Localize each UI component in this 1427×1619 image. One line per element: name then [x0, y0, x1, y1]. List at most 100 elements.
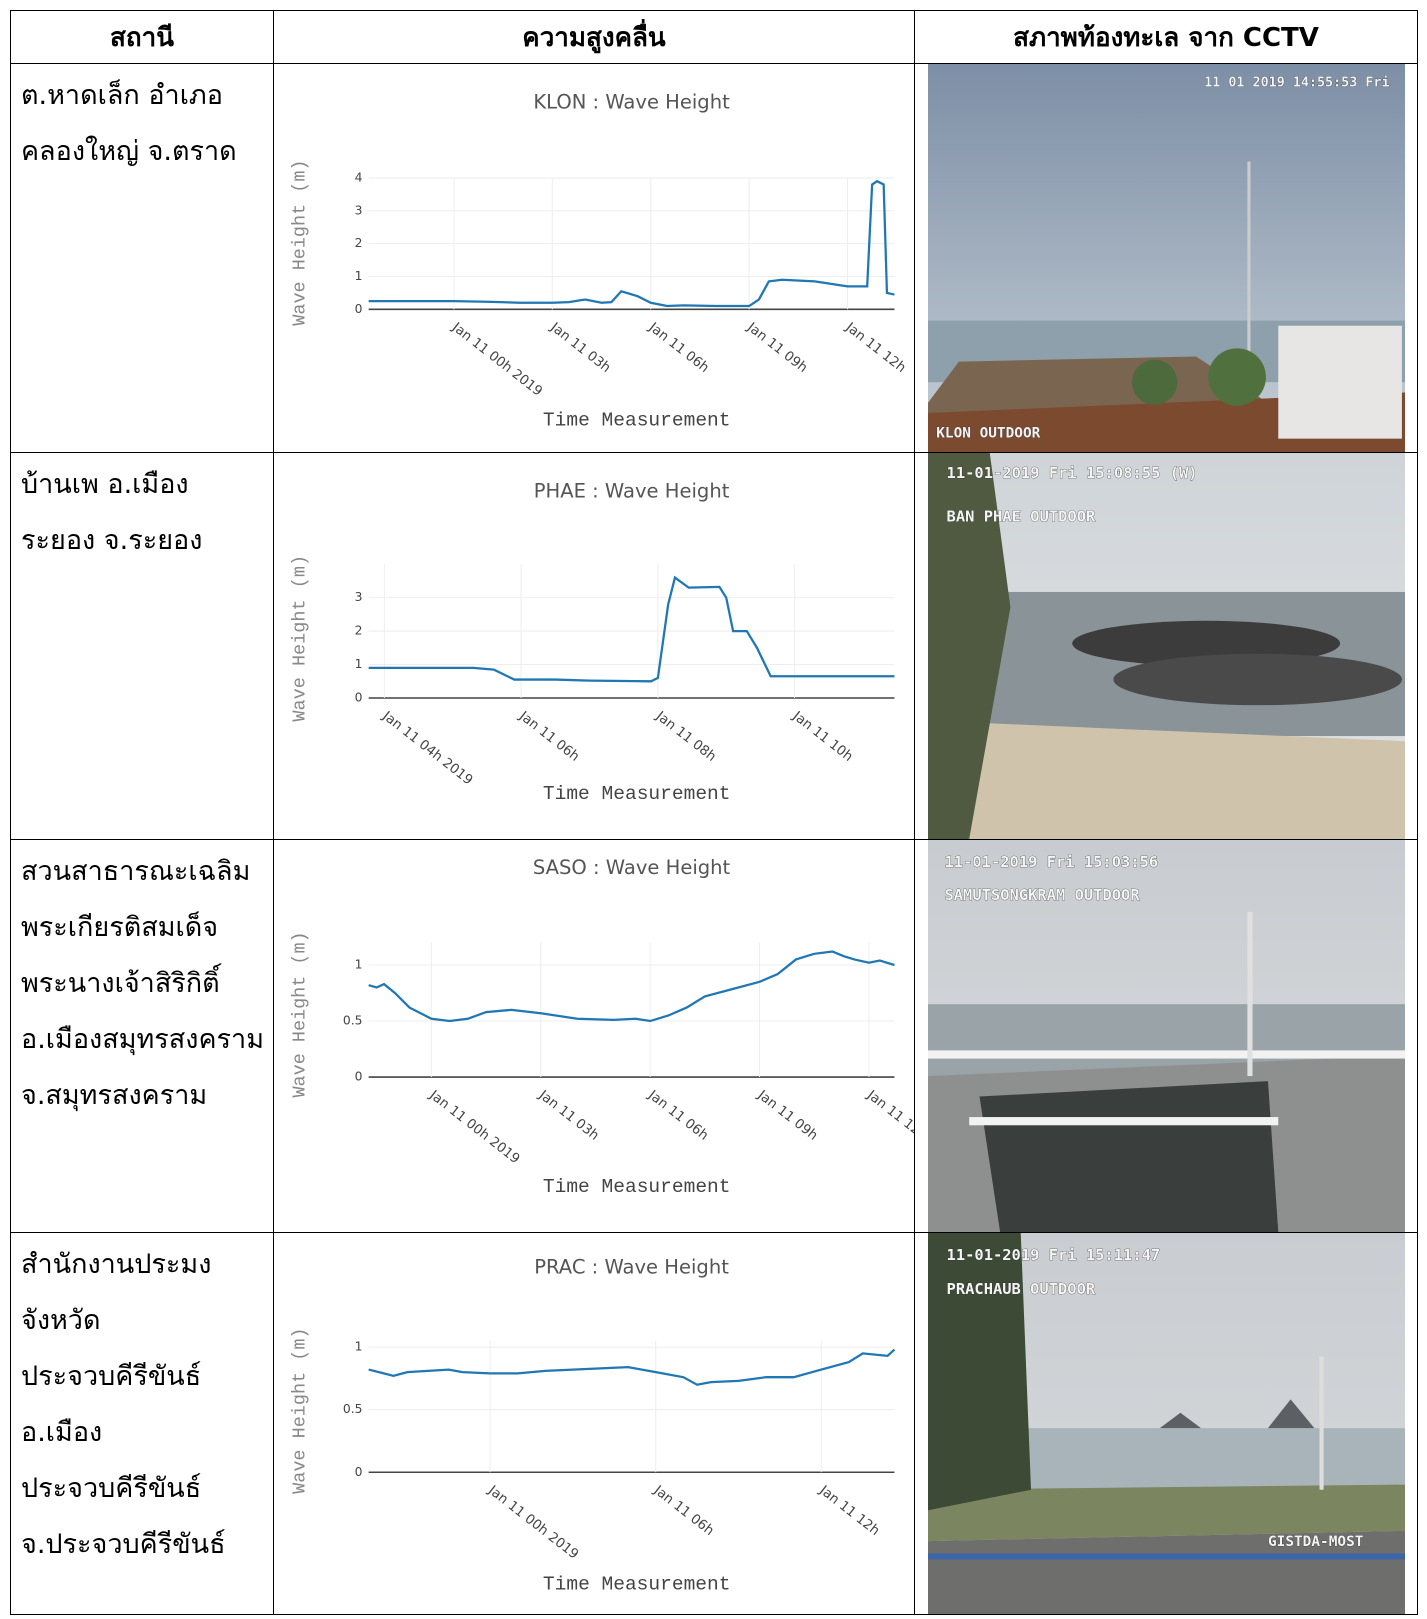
station-line: คลองใหญ่ จ.ตราด — [21, 136, 237, 167]
x-tick-label: Jan 11 03h — [535, 1087, 601, 1143]
header-cell: สถานี — [10, 10, 274, 64]
scene-shape — [928, 1484, 1405, 1542]
y-tick-label: 1 — [355, 269, 363, 283]
x-tick-label: Jan 11 06h — [515, 708, 581, 765]
cctv-image: 11-01-2019 Fri 15:11:47 PRACHAUB OUTDOOR G… — [928, 1233, 1405, 1614]
x-tick-label: Jan 11 06h — [650, 1483, 716, 1539]
y-tick-label: 0 — [355, 690, 363, 704]
x-tick-label: Jan 11 03h — [547, 320, 613, 376]
cctv-camera-name: BAN PHAE OUTDOOR — [947, 507, 1096, 525]
station-line: สวนสาธารณะเฉลิม — [21, 856, 251, 887]
x-tick-label: Jan 11 12h — [842, 320, 908, 376]
station-cell: สำนักงานประมง จังหวัด ประจวบคีรีขันธ์ อ.เมื… — [10, 1232, 274, 1615]
cctv-camera-name: PRACHAUB OUTDOOR — [947, 1280, 1096, 1298]
y-tick-label: 1 — [355, 657, 363, 671]
x-tick-label: Jan 11 10h — [789, 708, 855, 765]
x-tick-label: Jan 11 06h — [645, 320, 711, 376]
wave-line — [368, 950, 895, 1023]
station-row: บ้านเพ อ.เมืองระยอง จ.ระยอง PHAE : Wave H… — [10, 452, 1418, 840]
y-tick-label: 0.5 — [343, 1014, 363, 1028]
y-tick-label: 0 — [355, 1070, 363, 1084]
wave-line — [368, 1348, 896, 1386]
chart-title: KLON : Wave Height — [533, 91, 730, 114]
wave-chart: PRAC : Wave Height Wave Height (m) Time Me… — [290, 1255, 896, 1595]
cctv-cell: 11-01-2019 Fri 15:03:56 SAMUTSONGKRAM OUT… — [914, 839, 1418, 1233]
wave-line — [368, 575, 895, 683]
y-axis-label: Wave Height (m) — [290, 931, 311, 1097]
station-row: สวนสาธารณะเฉลิมพระเกียรติสมเด็จพระนางเจ้… — [10, 839, 1418, 1233]
scene-shape — [1159, 1412, 1202, 1429]
x-tick-label: Jan 11 00h 2019 — [448, 320, 545, 400]
x-axis-label: Time Measurement — [543, 1573, 731, 1595]
station-cell: บ้านเพ อ.เมืองระยอง จ.ระยอง — [10, 452, 274, 840]
cctv-camera-name: KLON OUTDOOR — [936, 426, 1040, 442]
station-line: จ.สมุทรสงคราม — [21, 1080, 208, 1111]
x-tick-label: Jan 11 00h 2019 — [426, 1087, 523, 1167]
chart-title: SASO : Wave Height — [533, 856, 731, 879]
cctv-cell: 11 01 2019 14:55:53 Fri KLON OUTDOOR — [914, 63, 1418, 453]
x-tick-label: Jan 11 12h — [863, 1087, 914, 1143]
y-tick-label: 0 — [355, 302, 363, 316]
cctv-cell: 11-01-2019 Fri 15:11:47 PRACHAUB OUTDOOR G… — [914, 1232, 1418, 1615]
y-tick-label: 2 — [355, 624, 363, 638]
station-line: พระเกียรติสมเด็จ — [21, 912, 219, 943]
x-tick-label: Jan 11 09h — [754, 1087, 820, 1143]
scene-shape — [1247, 911, 1253, 1077]
station-line: ประจวบคีรีขันธ์ — [21, 1473, 202, 1504]
x-tick-label: Jan 11 09h — [743, 320, 809, 376]
y-axis-label: Wave Height (m) — [290, 555, 311, 722]
y-tick-label: 1 — [355, 1340, 363, 1354]
cctv-watermark: GISTDA-MOST — [1268, 1534, 1364, 1550]
x-tick-label: Jan 11 08h — [652, 708, 718, 765]
station-line: อ.เมืองสมุทรสงคราม — [21, 1024, 264, 1055]
scene-shape — [928, 1553, 1405, 1560]
scene-shape — [1208, 348, 1266, 406]
wave-chart: PHAE : Wave Height Wave Height (m) Time Me… — [290, 480, 895, 805]
cctv-timestamp: 11-01-2019 Fri 15:11:47 — [947, 1246, 1161, 1264]
chart-title: PRAC : Wave Height — [534, 1255, 729, 1278]
x-tick-label: Jan 11 04h 2019 — [379, 708, 476, 788]
scene-shape — [928, 1530, 1405, 1614]
x-axis-label: Time Measurement — [543, 1176, 731, 1198]
y-tick-label: 1 — [355, 958, 363, 972]
scene-shape — [1113, 653, 1402, 706]
cctv-image: 11 01 2019 14:55:53 Fri KLON OUTDOOR — [928, 64, 1405, 452]
x-tick-label: Jan 11 00h 2019 — [484, 1483, 581, 1563]
scene-shape — [928, 453, 1011, 839]
wave-chart: KLON : Wave Height Wave Height (m) Time Me… — [290, 91, 909, 432]
chart-cell: PHAE : Wave Height Wave Height (m) Time Me… — [273, 452, 915, 840]
station-line: จ.ประจวบคีรีขันธ์ — [21, 1529, 226, 1560]
y-tick-label: 3 — [355, 590, 363, 604]
cctv-timestamp: 11-01-2019 Fri 15:08:55 (W) — [947, 464, 1198, 482]
cctv-camera-name: SAMUTSONGKRAM OUTDOOR — [944, 886, 1140, 904]
station-cell: ต.หาดเล็ก อำเภอ คลองใหญ่ จ.ตราด — [10, 63, 274, 453]
station-line: อ.เมือง — [21, 1417, 103, 1448]
station-row: ต.หาดเล็ก อำเภอ คลองใหญ่ จ.ตราด KLON : Wav… — [10, 63, 1418, 453]
chart-title: PHAE : Wave Height — [534, 480, 730, 503]
station-table: สถานี ความสูงคลื่น สภาพท้องทะเล จาก CCTV… — [10, 10, 1418, 1615]
chart-cell: PRAC : Wave Height Wave Height (m) Time Me… — [273, 1232, 915, 1615]
scene-shape — [928, 1050, 1405, 1059]
y-tick-label: 0 — [355, 1465, 363, 1479]
station-line: ประจวบคีรีขันธ์ — [21, 1361, 202, 1392]
scene-shape — [1278, 325, 1402, 439]
station-line: บ้านเพ อ.เมือง — [21, 469, 189, 500]
x-axis-label: Time Measurement — [543, 409, 731, 431]
header-cell: ความสูงคลื่น — [273, 10, 915, 64]
header-row: สถานี ความสูงคลื่น สภาพท้องทะเล จาก CCTV — [10, 10, 1418, 64]
station-line: สำนักงานประมง — [21, 1249, 212, 1280]
cctv-image: 11-01-2019 Fri 15:08:55 (W) BAN PHAE OUTD… — [928, 453, 1405, 839]
station-line: ระยอง จ.ระยอง — [21, 525, 203, 556]
cctv-cell: 11-01-2019 Fri 15:08:55 (W) BAN PHAE OUTD… — [914, 452, 1418, 840]
y-tick-label: 4 — [355, 170, 363, 184]
station-cell: สวนสาธารณะเฉลิมพระเกียรติสมเด็จพระนางเจ้… — [10, 839, 274, 1233]
x-tick-label: Jan 11 06h — [644, 1087, 710, 1143]
scene-shape — [979, 1081, 1279, 1232]
y-axis-label: Wave Height (m) — [290, 1327, 311, 1493]
chart-cell: SASO : Wave Height Wave Height (m) Time Me… — [273, 839, 915, 1233]
station-line: พระนางเจ้าสิริกิติ์ — [21, 968, 220, 999]
y-axis-label: Wave Height (m) — [290, 160, 311, 326]
cctv-image: 11-01-2019 Fri 15:03:56 SAMUTSONGKRAM OUT… — [928, 840, 1405, 1232]
scene-shape — [928, 1233, 1032, 1511]
